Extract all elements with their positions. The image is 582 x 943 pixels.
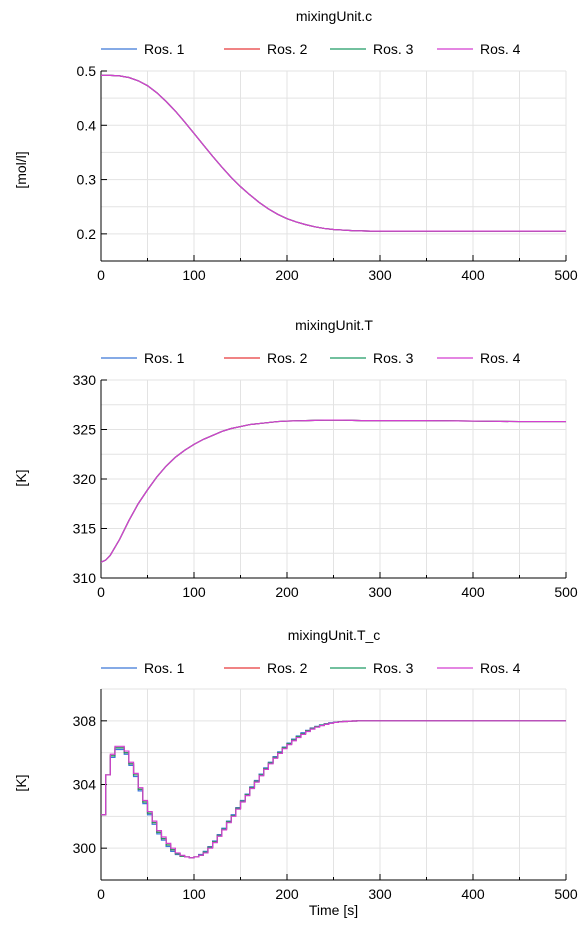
x-tick-label: 400 <box>461 267 485 283</box>
x-tick-label: 300 <box>368 584 392 600</box>
legend-entry: Ros. 1 <box>144 350 185 366</box>
chart-title: mixingUnit.T_c <box>288 627 381 643</box>
series-line-4 <box>101 74 566 232</box>
legend-entry: Ros. 2 <box>267 41 308 57</box>
x-tick-label: 200 <box>275 267 299 283</box>
y-tick-label: 325 <box>73 422 97 438</box>
x-axis-label: Time [s] <box>309 902 358 918</box>
y-tick-label: 0.3 <box>77 172 97 188</box>
chart-title: mixingUnit.c <box>296 8 372 24</box>
grid <box>100 379 567 579</box>
y-axis-label: [mol/l] <box>13 151 29 188</box>
x-tick-label: 200 <box>275 886 299 902</box>
legend-entry: Ros. 3 <box>373 41 414 57</box>
y-tick-label: 300 <box>73 840 97 856</box>
x-tick-label: 500 <box>554 886 578 902</box>
x-tick-label: 300 <box>368 267 392 283</box>
chart-2: mixingUnit.T Ros. 1 Ros. 2 Ros. 3 Ros. 4 0 100… <box>13 317 578 600</box>
x-tick-label: 100 <box>182 584 206 600</box>
y-tick-label: 0.5 <box>77 63 97 79</box>
legend-entry: Ros. 2 <box>267 660 308 676</box>
y-tick-label: 308 <box>73 713 97 729</box>
y-tick-label: 320 <box>73 471 97 487</box>
legend-entry: Ros. 3 <box>373 350 414 366</box>
chart-3: mixingUnit.T_c Ros. 1 Ros. 2 Ros. 3 Ros. 4 0 1… <box>13 627 578 918</box>
chart-title: mixingUnit.T <box>295 317 373 333</box>
y-tick-label: 304 <box>73 777 97 793</box>
y-tick-label: 315 <box>73 521 97 537</box>
legend-entry: Ros. 2 <box>267 350 308 366</box>
series-line-4 <box>101 419 566 563</box>
x-tick-label: 400 <box>461 886 485 902</box>
legend-entry: Ros. 4 <box>480 41 521 57</box>
legend-entry: Ros. 4 <box>480 660 521 676</box>
x-tick-label: 500 <box>554 267 578 283</box>
legend-entry: Ros. 1 <box>144 660 185 676</box>
x-tick-label: 300 <box>368 886 392 902</box>
y-tick-label: 0.4 <box>77 117 97 133</box>
x-tick-label: 0 <box>97 886 105 902</box>
x-tick-label: 100 <box>182 886 206 902</box>
x-tick-label: 0 <box>97 584 105 600</box>
legend-entry: Ros. 3 <box>373 660 414 676</box>
x-tick-label: 100 <box>182 267 206 283</box>
grid <box>100 70 567 262</box>
legend-entry: Ros. 1 <box>144 41 185 57</box>
y-axis-label: [K] <box>13 774 29 791</box>
x-tick-label: 500 <box>554 584 578 600</box>
x-tick-label: 0 <box>97 267 105 283</box>
chart-1: mixingUnit.c Ros. 1 Ros. 2 Ros. 3 Ros. 4 0 100… <box>13 8 578 283</box>
y-tick-label: 310 <box>73 570 97 586</box>
x-tick-label: 200 <box>275 584 299 600</box>
y-tick-label: 0.2 <box>77 226 97 242</box>
y-axis-label: [K] <box>13 469 29 486</box>
series-line-4 <box>101 720 566 859</box>
legend-entry: Ros. 4 <box>480 350 521 366</box>
x-tick-label: 400 <box>461 584 485 600</box>
y-tick-label: 330 <box>73 372 97 388</box>
